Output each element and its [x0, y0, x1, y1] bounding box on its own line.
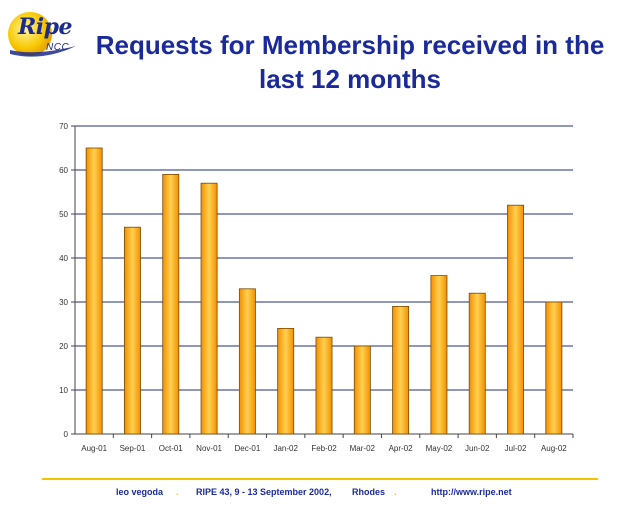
bar — [392, 305, 410, 435]
footer-separator: . — [176, 487, 179, 497]
bar — [124, 226, 141, 435]
bar — [507, 204, 524, 435]
logo-swoosh-icon — [8, 12, 76, 57]
x-tick-label: Dec-01 — [234, 444, 260, 453]
bar — [85, 147, 103, 435]
x-tick-label: Feb-02 — [311, 444, 337, 453]
footer-url[interactable]: http://www.ripe.net — [431, 487, 512, 497]
footer-separator: . — [394, 487, 397, 497]
chart-container: 0 10 20 30 40 50 60 70 Aug-01 Sep-01 Oct-01 Nov-01 D… — [59, 122, 574, 453]
x-tick-label: Mar-02 — [350, 444, 376, 453]
y-tick-label: 60 — [59, 166, 68, 175]
bar — [353, 345, 371, 435]
logo-subtext: NCC — [46, 42, 70, 53]
y-tick-label: 30 — [59, 298, 68, 307]
bar — [200, 182, 218, 435]
bar — [315, 336, 333, 435]
y-tick-label: 20 — [59, 342, 68, 351]
footer: leo vegoda . RIPE 43, 9 - 13 September 2… — [0, 487, 640, 503]
x-tick-label: May-02 — [426, 444, 453, 453]
bar — [162, 173, 180, 435]
footer-rule — [42, 478, 598, 480]
y-tick-label: 10 — [59, 386, 68, 395]
x-tick-label: Jul-02 — [505, 444, 527, 453]
x-tick-label: Sep-01 — [120, 444, 146, 453]
x-tick-label: Apr-02 — [389, 444, 414, 453]
bar — [468, 292, 486, 435]
ripe-ncc-logo: Ripe NCC — [6, 10, 80, 66]
y-tick-label: 50 — [59, 210, 68, 219]
x-tick-label: Jun-02 — [465, 444, 490, 453]
page-title: Requests for Membership received in the … — [95, 30, 605, 94]
y-tick-label: 70 — [59, 122, 68, 131]
bar-chart: 0 10 20 30 40 50 60 70 Aug-01 Sep-01 Oct-01 Nov-01 D… — [59, 122, 574, 453]
y-tick-label: 40 — [59, 254, 68, 263]
x-tick-label: Oct-01 — [159, 444, 184, 453]
bar — [545, 301, 563, 435]
x-tick-label: Aug-02 — [541, 444, 567, 453]
logo-text: Ripe — [18, 14, 73, 40]
x-tick-label: Jan-02 — [273, 444, 298, 453]
y-tick-label: 0 — [64, 430, 69, 439]
footer-event: RIPE 43, 9 - 13 September 2002, — [196, 487, 332, 497]
bar — [277, 327, 295, 435]
bar — [430, 275, 448, 435]
footer-author: leo vegoda — [116, 487, 164, 497]
x-tick-label: Nov-01 — [196, 444, 222, 453]
footer-place: Rhodes — [352, 487, 386, 497]
x-tick-label: Aug-01 — [81, 444, 107, 453]
bar — [238, 288, 256, 435]
